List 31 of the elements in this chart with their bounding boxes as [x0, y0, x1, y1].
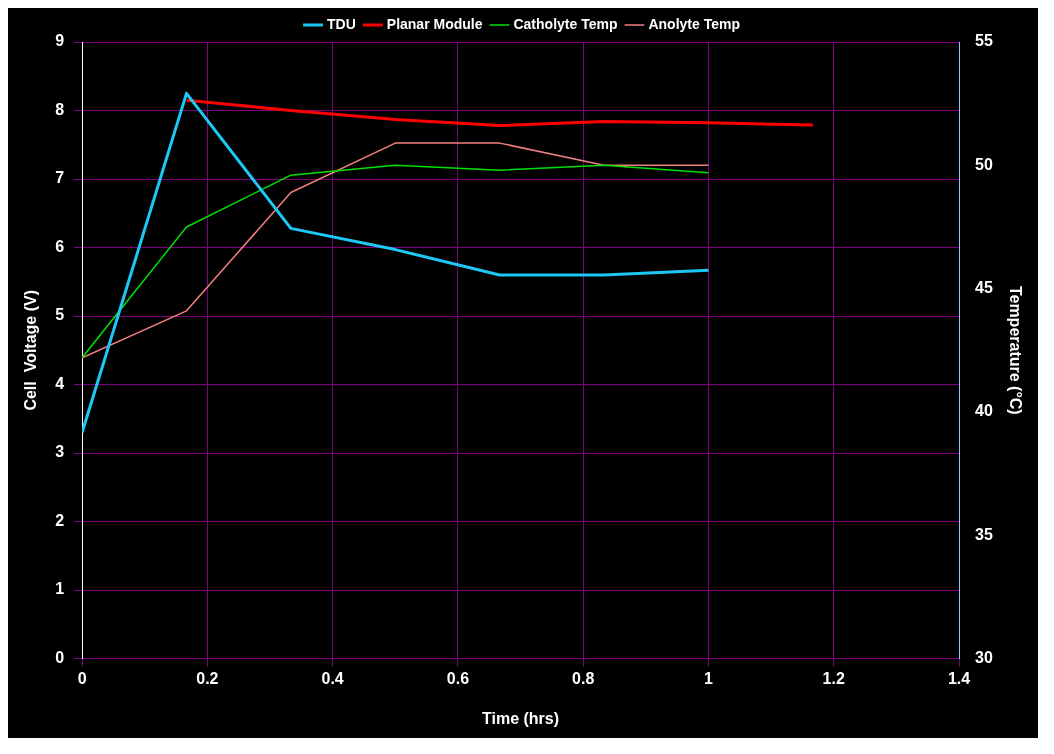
x-tick-label: 1 [704, 669, 714, 687]
y2-tick-label: 35 [975, 525, 993, 543]
x-tick-label: 0.6 [446, 669, 470, 687]
legend-label: Catholyte Temp [513, 15, 618, 32]
y-tick-label: 8 [55, 100, 65, 118]
y-tick-label: 3 [55, 443, 65, 461]
y-axis-title: Cell Voltage (V) [22, 290, 40, 411]
x-tick-label: 0.4 [321, 669, 344, 687]
x-tick-label: 0.2 [196, 669, 219, 687]
y2-axis-title: Temperature (°C) [1006, 285, 1024, 415]
x-tick-label: 1.2 [822, 669, 845, 687]
x-tick-label: 1.4 [947, 669, 971, 687]
legend-label: TDU [327, 15, 356, 32]
y-tick-label: 7 [55, 169, 65, 187]
y2-tick-label: 45 [975, 279, 993, 297]
y-tick-label: 6 [55, 237, 65, 255]
y-tick-label: 2 [55, 511, 65, 529]
y2-tick-label: 30 [975, 649, 993, 667]
x-axis-title: Time (hrs) [482, 709, 560, 727]
x-tick-label: 0 [77, 669, 87, 687]
y2-tick-label: 40 [975, 402, 993, 420]
y2-tick-label: 50 [975, 155, 993, 173]
y-tick-label: 9 [55, 32, 65, 50]
x-tick-label: 0.8 [572, 669, 595, 687]
y-tick-label: 0 [55, 649, 65, 667]
y-tick-label: 5 [55, 306, 65, 324]
y-tick-label: 1 [55, 580, 65, 598]
y2-tick-label: 55 [975, 32, 993, 50]
legend-label: Anolyte Temp [648, 15, 740, 32]
y-tick-label: 4 [55, 374, 65, 392]
legend-label: Planar Module [386, 15, 483, 32]
